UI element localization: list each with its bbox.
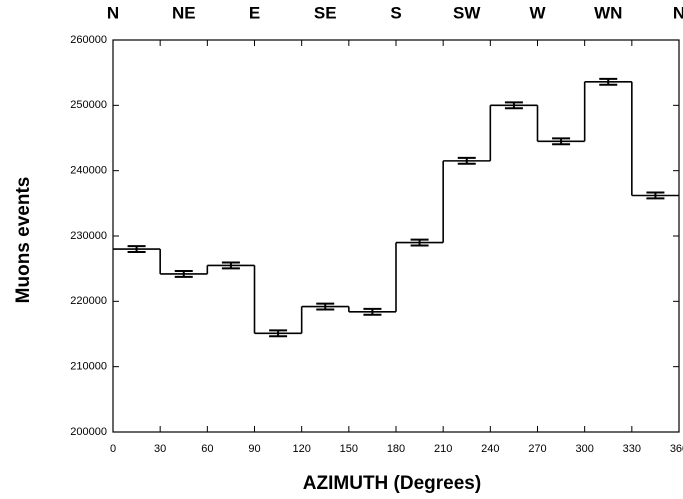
x-tick-label: 360 (670, 443, 683, 455)
x-axis-title: AZIMUTH (Degrees) (303, 473, 481, 494)
x-tick-label: 240 (481, 443, 499, 455)
x-tick-label: 60 (201, 443, 213, 455)
x-tick-label: 300 (575, 443, 593, 455)
x-tick-label: 270 (528, 443, 546, 455)
y-tick-label: 260000 (70, 34, 107, 46)
y-tick-label: 200000 (70, 426, 107, 438)
x-tick-label: 330 (623, 443, 641, 455)
x-tick-label: 90 (248, 443, 260, 455)
y-tick-label: 240000 (70, 165, 107, 177)
direction-label: NE (172, 3, 196, 22)
x-tick-label: 150 (340, 443, 358, 455)
x-tick-label: 180 (387, 443, 405, 455)
direction-label: WN (594, 3, 622, 22)
x-tick-label: 30 (154, 443, 166, 455)
x-tick-label: 0 (110, 443, 116, 455)
direction-label: N (107, 3, 119, 22)
direction-label: N (673, 3, 683, 22)
y-axis-title: Muons events (13, 177, 34, 304)
y-tick-label: 250000 (70, 99, 107, 111)
direction-label: W (529, 3, 546, 22)
y-tick-label: 230000 (70, 230, 107, 242)
direction-label: SE (314, 3, 337, 22)
direction-label: E (249, 3, 260, 22)
y-tick-label: 220000 (70, 295, 107, 307)
plot-frame (112, 39, 680, 433)
direction-label: SW (453, 3, 481, 22)
y-tick-label: 210000 (70, 361, 107, 373)
x-tick-label: 210 (434, 443, 452, 455)
direction-label: S (390, 3, 401, 22)
x-tick-label: 120 (292, 443, 310, 455)
